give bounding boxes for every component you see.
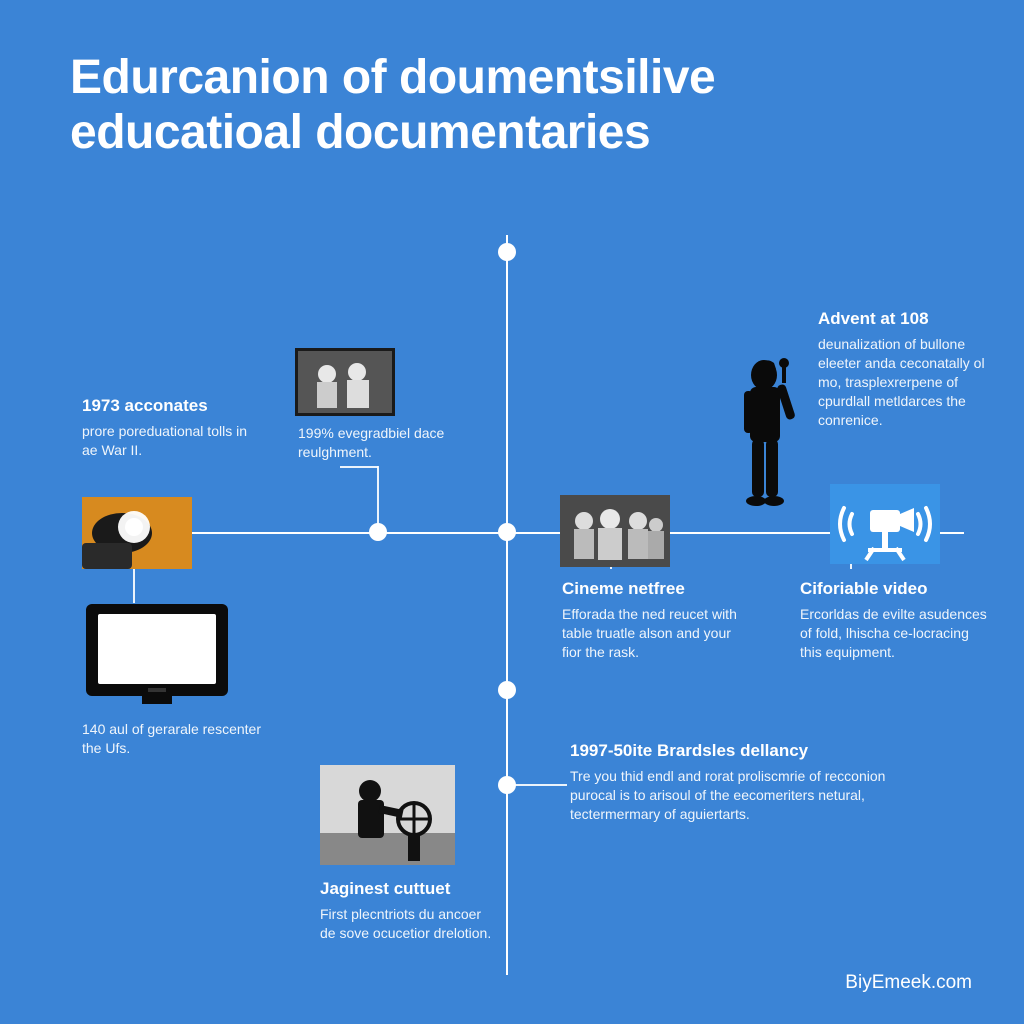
broadcast-camera-icon bbox=[830, 484, 940, 564]
item-body: Tre you thid endl and rorat proliscmrie … bbox=[570, 767, 910, 824]
item-acconates: 1973 acconates prore poreduational tolls… bbox=[82, 395, 262, 460]
item-ciforiable: Ciforiable video Ercorldas de evilte asu… bbox=[800, 578, 990, 662]
item-body: 199% evegradbiel dace reulghment. bbox=[298, 424, 468, 462]
item-body: prore poreduational tolls in ae War II. bbox=[82, 422, 262, 460]
item-body: Ercorldas de evilte asudences of fold, l… bbox=[800, 605, 990, 662]
item-advent: Advent at 108 deunalization of bullone e… bbox=[818, 308, 998, 430]
item-body: First plecntriots du ancoer de sove ocuc… bbox=[320, 905, 500, 943]
connector-line bbox=[377, 466, 379, 532]
item-heading: Advent at 108 bbox=[818, 308, 998, 329]
item-body: 140 aul of gerarale rescenter the Ufs. bbox=[82, 720, 272, 758]
tv-screen-image bbox=[82, 600, 232, 710]
item-cineme: Cineme netfree Efforada the ned reucet w… bbox=[562, 578, 742, 662]
person-silhouette-image bbox=[720, 355, 815, 525]
item-heading: 1997-50ite Brardsles dellancy bbox=[570, 740, 910, 761]
connector-line bbox=[507, 784, 567, 786]
item-body: deunalization of bullone eleeter anda ce… bbox=[818, 335, 998, 429]
item-heading: Cineme netfree bbox=[562, 578, 742, 599]
timeline-vertical-line bbox=[506, 235, 508, 975]
item-heading: Jaginest cuttuet bbox=[320, 878, 500, 899]
item-heading: Ciforiable video bbox=[800, 578, 990, 599]
infographic-canvas: Edurcanion of doumentsilive educatioal d… bbox=[0, 0, 1024, 1024]
flashlight-image bbox=[82, 497, 192, 569]
item-evegradbiel: 199% evegradbiel dace reulghment. bbox=[298, 424, 468, 462]
connector-line bbox=[340, 466, 378, 468]
item-gerarale: 140 aul of gerarale rescenter the Ufs. bbox=[82, 720, 272, 758]
item-brardsles: 1997-50ite Brardsles dellancy Tre you th… bbox=[570, 740, 910, 824]
group-photo-image bbox=[560, 495, 670, 567]
timeline-dot bbox=[498, 681, 516, 699]
item-body: Efforada the ned reucet with table truat… bbox=[562, 605, 742, 662]
timeline-dot bbox=[498, 243, 516, 261]
interview-image bbox=[295, 348, 395, 416]
footer-credit: BiyEmeek.com bbox=[845, 972, 972, 994]
cameraman-image bbox=[320, 765, 455, 865]
item-jaginest: Jaginest cuttuet First plecntriots du an… bbox=[320, 878, 500, 943]
item-heading: 1973 acconates bbox=[82, 395, 262, 416]
timeline-dot bbox=[498, 523, 516, 541]
page-title: Edurcanion of doumentsilive educatioal d… bbox=[70, 50, 954, 160]
